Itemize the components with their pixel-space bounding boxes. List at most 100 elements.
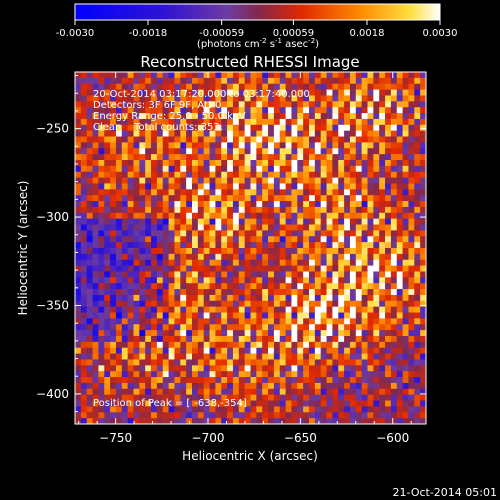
heatmap-cell xyxy=(127,165,134,173)
heatmap-cell xyxy=(115,212,123,220)
heatmap-cell xyxy=(303,165,310,173)
heatmap-cell xyxy=(285,412,292,419)
heatmap-cell xyxy=(221,77,228,85)
heatmap-cell xyxy=(326,113,333,120)
heatmap-cell xyxy=(168,165,175,173)
heatmap-cell xyxy=(209,230,216,237)
heatmap-cell xyxy=(203,142,210,149)
heatmap-cell xyxy=(244,336,251,343)
heatmap-cell xyxy=(151,412,158,419)
heatmap-cell xyxy=(75,177,82,184)
heatmap-cell xyxy=(414,177,421,184)
heatmap-cell xyxy=(127,230,134,237)
heatmap-cell xyxy=(367,359,374,366)
heatmap-cell xyxy=(361,201,368,208)
heatmap-cell xyxy=(192,294,199,302)
heatmap-cell xyxy=(110,177,117,184)
heatmap-cell xyxy=(203,230,210,237)
heatmap-cell xyxy=(303,218,310,225)
heatmap-cell xyxy=(238,77,246,85)
heatmap-cell xyxy=(86,165,93,173)
heatmap-cell xyxy=(168,388,175,396)
heatmap-cell xyxy=(104,253,111,261)
heatmap-cell xyxy=(408,248,415,255)
heatmap-cell xyxy=(291,341,298,349)
heatmap-cell xyxy=(75,165,82,173)
heatmap-cell xyxy=(309,406,316,413)
heatmap-cell xyxy=(156,206,164,214)
heatmap-cell xyxy=(168,118,175,126)
heatmap-cell xyxy=(110,359,117,366)
heatmap-cell xyxy=(402,206,409,214)
heatmap-cell xyxy=(303,253,310,261)
heatmap-cell xyxy=(180,142,187,149)
heatmap-cell xyxy=(104,289,111,296)
heatmap-cell xyxy=(256,259,263,266)
heatmap-cell xyxy=(192,388,199,396)
heatmap-cell xyxy=(80,95,88,102)
heatmap-cell xyxy=(156,324,164,331)
heatmap-cell xyxy=(420,89,426,96)
heatmap-cell xyxy=(268,330,275,337)
heatmap-cell xyxy=(127,312,134,319)
heatmap-cell xyxy=(314,418,322,424)
heatmap-cell xyxy=(168,189,175,196)
heatmap-cell xyxy=(279,206,286,214)
heatmap-cell xyxy=(390,400,398,407)
heatmap-cell xyxy=(309,95,316,102)
heatmap-cell xyxy=(285,72,292,79)
heatmap-cell xyxy=(180,253,187,261)
heatmap-cell xyxy=(192,353,199,360)
heatmap-cell xyxy=(80,154,88,161)
heatmap-cell xyxy=(408,72,415,79)
heatmap-cell xyxy=(174,101,181,108)
heatmap-cell xyxy=(408,124,415,132)
heatmap-cell xyxy=(367,371,374,378)
heatmap-cell xyxy=(279,406,286,413)
heatmap-cell xyxy=(192,359,199,366)
heatmap-cell xyxy=(238,394,246,401)
heatmap-cell xyxy=(127,347,134,354)
heatmap-cell xyxy=(139,189,146,196)
heatmap-cell xyxy=(344,101,351,108)
heatmap-cell xyxy=(221,136,228,143)
heatmap-cell xyxy=(156,353,164,360)
heatmap-cell xyxy=(349,253,357,261)
heatmap-cell xyxy=(285,177,292,184)
heatmap-cell xyxy=(273,353,281,360)
heatmap-cell xyxy=(273,400,281,407)
heatmap-cell xyxy=(262,253,269,261)
heatmap-cell xyxy=(197,271,205,278)
heatmap-cell xyxy=(221,406,228,413)
heatmap-cell xyxy=(273,371,281,378)
heatmap-cell xyxy=(349,171,357,178)
heatmap-cell xyxy=(367,365,374,372)
heatmap-cell xyxy=(373,300,380,308)
heatmap-cell xyxy=(98,101,105,108)
heatmap-cell xyxy=(309,113,316,120)
heatmap-cell xyxy=(297,248,304,255)
heatmap-cell xyxy=(221,89,228,96)
heatmap-cell xyxy=(268,300,275,308)
heatmap-cell xyxy=(367,177,374,184)
heatmap-cell xyxy=(203,212,210,220)
heatmap-cell xyxy=(367,330,374,337)
heatmap-cell xyxy=(174,289,181,296)
heatmap-cell xyxy=(86,77,93,85)
heatmap-cell xyxy=(326,312,333,319)
heatmap-cell xyxy=(285,136,292,143)
heatmap-cell xyxy=(192,171,199,178)
heatmap-cell xyxy=(156,406,164,413)
heatmap-cell xyxy=(104,89,111,96)
heatmap-cell xyxy=(279,265,286,272)
heatmap-cell xyxy=(127,101,134,108)
heatmap-cell xyxy=(303,265,310,272)
heatmap-cell xyxy=(367,412,374,419)
heatmap-cell xyxy=(151,177,158,184)
heatmap-cell xyxy=(80,312,88,319)
heatmap-cell xyxy=(373,365,380,372)
heatmap-cell xyxy=(303,259,310,266)
heatmap-cell xyxy=(250,271,257,278)
heatmap-cell xyxy=(127,160,134,167)
heatmap-cell xyxy=(168,124,175,132)
